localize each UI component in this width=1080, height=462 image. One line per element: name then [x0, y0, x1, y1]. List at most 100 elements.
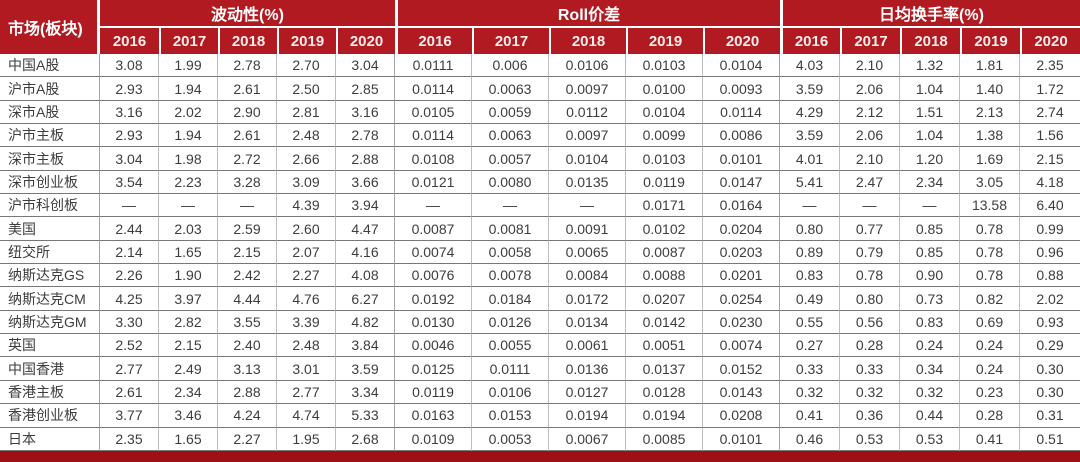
value-cell: 0.0111: [395, 54, 472, 78]
value-cell: 4.74: [277, 404, 336, 428]
value-cell: 0.0101: [703, 147, 780, 171]
value-cell: 0.0203: [703, 240, 780, 265]
year-header-row: 2016 2017 2018 2019 2020 2016 2017 2018 2019 2020…: [0, 28, 1080, 54]
value-cell: 0.0063: [472, 124, 549, 148]
value-cell: 0.0100: [626, 77, 703, 101]
value-cell: 0.0153: [472, 404, 549, 428]
value-cell: 0.0134: [549, 310, 626, 335]
table-row: 纳斯达克GM 3.30 2.82 3.55 3.39 4.82 0.0130 0.0126 0.…: [0, 310, 1080, 335]
market-cell: 深市主板: [0, 147, 100, 171]
value-cell: 0.006: [472, 54, 549, 78]
value-cell: 0.0137: [626, 357, 703, 381]
value-cell: 0.0088: [626, 264, 703, 288]
value-cell: 2.15: [159, 334, 218, 358]
market-cell: 英国: [0, 334, 100, 358]
year-header: 2018: [218, 28, 277, 54]
value-cell: 0.93: [1020, 310, 1080, 335]
value-cell: 0.56: [840, 310, 900, 335]
value-cell: 0.0084: [549, 264, 626, 288]
value-cell: 2.49: [159, 357, 218, 381]
value-cell: 2.27: [277, 264, 336, 288]
value-cell: 3.28: [218, 170, 277, 195]
value-cell: 0.0105: [395, 100, 472, 125]
value-cell: 0.0097: [549, 77, 626, 101]
value-cell: 0.24: [960, 357, 1020, 381]
value-cell: 0.78: [840, 264, 900, 288]
table-row: 沪市科创板 — — —4.39 3.94— — —0.0171 0.0164— — —13.58 6…: [0, 194, 1080, 218]
value-cell: 3.39: [277, 310, 336, 335]
value-cell: 3.66: [336, 170, 395, 195]
table-row: 深市主板 3.04 1.98 2.72 2.66 2.88 0.0108 0.0057 0.01…: [0, 147, 1080, 171]
value-cell: 2.27: [218, 427, 277, 451]
value-cell: 0.53: [840, 427, 900, 451]
group-header-row: 市场(板块) 波动性(%) Roll价差 日均换手率(%): [0, 0, 1080, 54]
value-cell: 4.25: [100, 287, 159, 311]
value-cell: 3.13: [218, 357, 277, 381]
value-cell: 4.44: [218, 287, 277, 311]
value-cell: 0.24: [960, 334, 1020, 358]
value-cell: 2.77: [100, 357, 159, 381]
value-cell: 1.51: [900, 100, 960, 125]
table-row: 香港主板 2.61 2.34 2.88 2.77 3.34 0.0119 0.0106 0.01…: [0, 380, 1080, 405]
value-cell: 3.59: [780, 77, 840, 101]
value-cell: 0.85: [900, 217, 960, 241]
value-cell: 3.54: [100, 170, 159, 195]
value-cell: —: [472, 194, 549, 218]
year-header: 2020: [1020, 28, 1080, 54]
value-cell: 2.34: [159, 380, 218, 405]
value-cell: 1.94: [159, 124, 218, 148]
bottom-red-bar: [0, 451, 1080, 462]
value-cell: 0.0103: [626, 54, 703, 78]
value-cell: 0.0067: [549, 427, 626, 451]
value-cell: 0.28: [960, 404, 1020, 428]
value-cell: 3.04: [336, 54, 395, 78]
value-cell: 2.10: [840, 147, 900, 171]
value-cell: 2.12: [840, 100, 900, 125]
value-cell: 0.44: [900, 404, 960, 428]
value-cell: 0.0171: [626, 194, 703, 218]
market-cell: 纽交所: [0, 240, 100, 265]
value-cell: 0.24: [900, 334, 960, 358]
group-header-volatility: 波动性(%): [100, 0, 395, 28]
value-cell: 0.0119: [626, 170, 703, 195]
value-cell: 1.65: [159, 427, 218, 451]
value-cell: 4.39: [277, 194, 336, 218]
value-cell: 4.24: [218, 404, 277, 428]
value-cell: 0.36: [840, 404, 900, 428]
value-cell: 0.0087: [626, 240, 703, 265]
value-cell: 1.72: [1020, 77, 1080, 101]
value-cell: 0.0108: [395, 147, 472, 171]
value-cell: 4.47: [336, 217, 395, 241]
value-cell: 2.93: [100, 124, 159, 148]
value-cell: 0.0142: [626, 310, 703, 335]
value-cell: 0.0080: [472, 170, 549, 195]
table-row: 沪市主板 2.93 1.94 2.61 2.48 2.78 0.0114 0.0063 0.00…: [0, 124, 1080, 148]
value-cell: 0.73: [900, 287, 960, 311]
year-header: 2016: [100, 28, 159, 54]
value-cell: 5.33: [336, 404, 395, 428]
value-cell: 3.30: [100, 310, 159, 335]
value-cell: 0.0106: [549, 54, 626, 78]
table-row: 香港创业板 3.77 3.46 4.24 4.74 5.33 0.0163 0.0153 0.0…: [0, 404, 1080, 428]
value-cell: 2.77: [277, 380, 336, 405]
value-cell: 2.68: [336, 427, 395, 451]
value-cell: 0.80: [840, 287, 900, 311]
market-cell: 日本: [0, 427, 100, 451]
value-cell: —: [900, 194, 960, 218]
value-cell: 0.0194: [549, 404, 626, 428]
value-cell: 0.96: [1020, 240, 1080, 265]
table-row: 英国 2.52 2.15 2.40 2.48 3.84 0.0046 0.0055 0.0061…: [0, 334, 1080, 358]
value-cell: 0.0254: [703, 287, 780, 311]
market-cell: 美国: [0, 217, 100, 241]
value-cell: 0.0230: [703, 310, 780, 335]
value-cell: 3.77: [100, 404, 159, 428]
value-cell: 3.09: [277, 170, 336, 195]
value-cell: 0.0104: [703, 54, 780, 78]
value-cell: —: [100, 194, 159, 218]
value-cell: 0.0192: [395, 287, 472, 311]
value-cell: 0.41: [780, 404, 840, 428]
value-cell: 2.44: [100, 217, 159, 241]
value-cell: 0.49: [780, 287, 840, 311]
table-row: 纳斯达克CM 4.25 3.97 4.44 4.76 6.27 0.0192 0.0184 0.…: [0, 287, 1080, 311]
value-cell: 0.0201: [703, 264, 780, 288]
